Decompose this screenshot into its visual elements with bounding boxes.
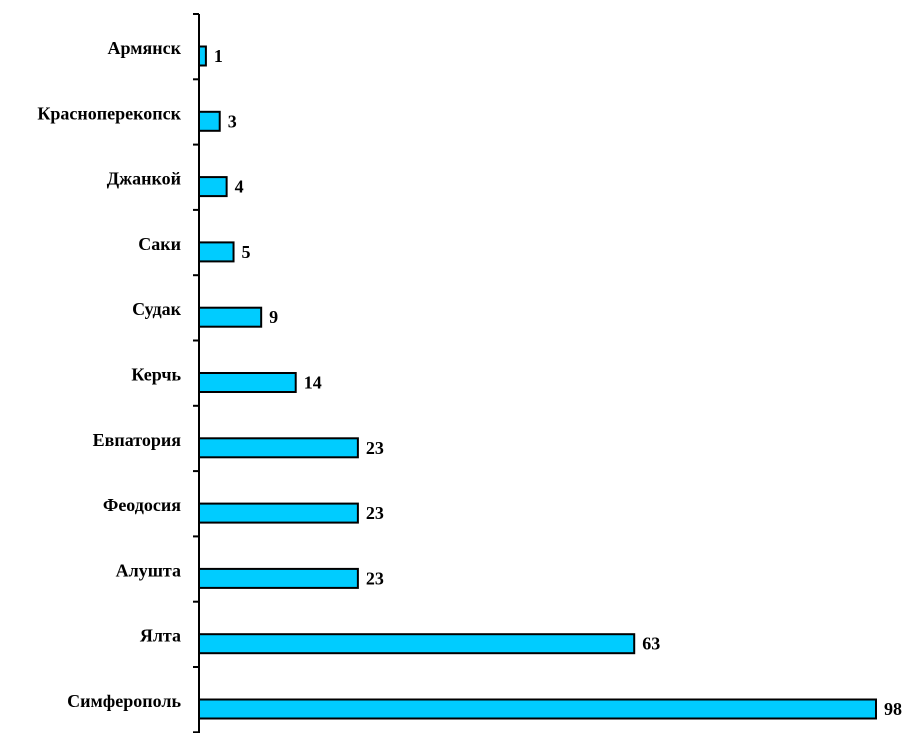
data-label: 23 (366, 503, 384, 523)
category-labels: Армянск Красноперекопск Джанкой Саки Судак Ке… (37, 38, 181, 711)
category-label: Армянск (108, 38, 182, 58)
bar (198, 241, 235, 263)
bar (198, 698, 877, 720)
bar (198, 176, 228, 198)
value-labels: 1 3 4 5 9 14 23 23 23 63 98 (214, 46, 902, 719)
bar (198, 567, 359, 589)
bar (198, 633, 636, 655)
data-label: 4 (235, 177, 244, 197)
data-label: 98 (884, 699, 902, 719)
data-label: 5 (242, 242, 251, 262)
data-label: 23 (366, 568, 384, 588)
data-label: 1 (214, 46, 223, 66)
bar (198, 502, 359, 524)
category-label: Симферополь (67, 691, 181, 711)
data-label: 23 (366, 438, 384, 458)
category-label: Алушта (116, 560, 181, 580)
category-label: Джанкой (107, 169, 181, 189)
data-label: 9 (269, 307, 278, 327)
category-label: Евпатория (93, 430, 182, 450)
category-label: Ялта (140, 626, 181, 646)
category-label: Саки (138, 234, 181, 254)
data-label: 63 (642, 634, 660, 654)
category-label: Красноперекопск (37, 103, 181, 123)
bar (198, 372, 297, 393)
bars (198, 45, 877, 720)
bar (198, 110, 221, 132)
bar (198, 437, 359, 459)
data-label: 14 (304, 373, 322, 393)
data-label: 3 (228, 111, 237, 131)
bar (198, 45, 207, 67)
bar (198, 306, 263, 328)
category-label: Керчь (131, 365, 181, 385)
category-label: Феодосия (103, 495, 181, 515)
category-label: Судак (132, 299, 182, 319)
